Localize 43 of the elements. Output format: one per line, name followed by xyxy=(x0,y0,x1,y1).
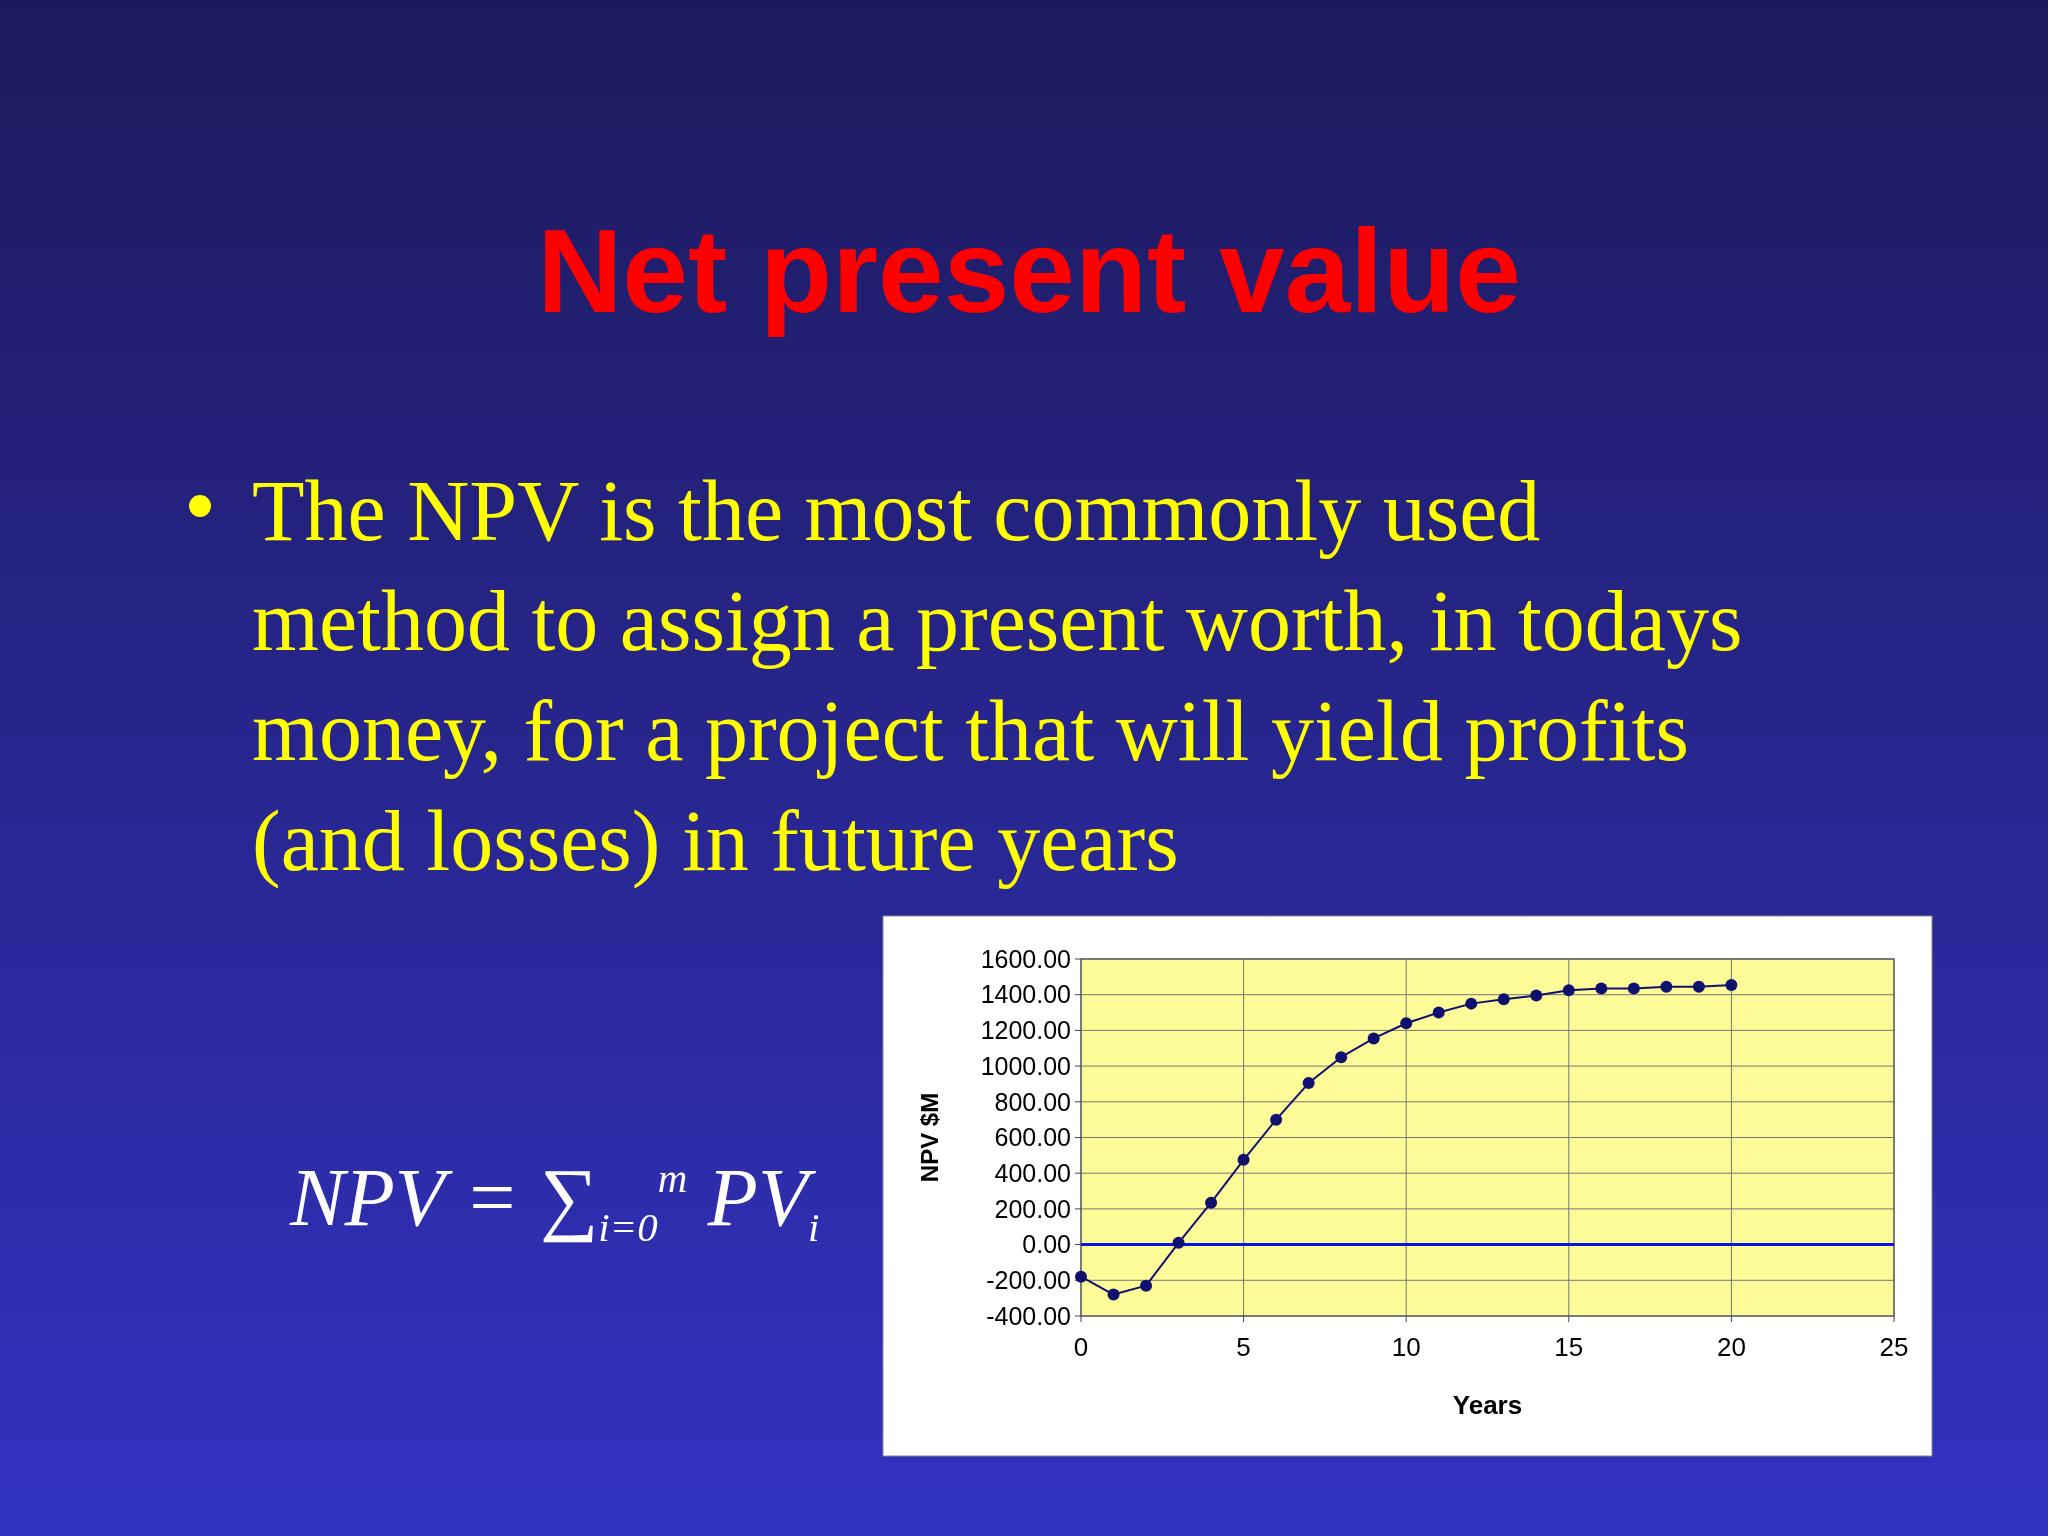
y-tick-label: 1200.00 xyxy=(980,1016,1071,1045)
point xyxy=(1692,980,1705,993)
point xyxy=(1660,980,1673,993)
chart-subtitle: The NPV is the most commonly used method to assign a present worth, in todays money, for a project that will yield profits (and losses) in future years xyxy=(252,463,1743,889)
text: NPV = ∑$_{i=0}$$^{m}$ PV$_{i}$ xyxy=(289,1152,820,1251)
y-tick-label: 600.00 xyxy=(994,1123,1071,1152)
point xyxy=(1237,1153,1250,1166)
point xyxy=(1725,978,1738,991)
point xyxy=(1627,982,1640,995)
point xyxy=(1107,1288,1120,1301)
point xyxy=(1562,984,1575,997)
x-tick-label: 20 xyxy=(1716,1332,1746,1362)
y-tick-label: 1000.00 xyxy=(980,1051,1071,1080)
x-axis-title: Years xyxy=(1452,1390,1523,1420)
y-tick-label: 400.00 xyxy=(994,1158,1071,1187)
x-tick-label: 5 xyxy=(1236,1332,1251,1362)
point xyxy=(1205,1196,1218,1209)
y-tick-label: -400.00 xyxy=(986,1301,1071,1330)
y-tick-label: 200.00 xyxy=(994,1194,1071,1223)
y-tick-label: 800.00 xyxy=(994,1087,1071,1116)
point xyxy=(1400,1017,1413,1030)
chart-title: Net present value xyxy=(537,205,1521,337)
y-tick-label: -200.00 xyxy=(986,1266,1071,1295)
y-axis-title: NPV $M xyxy=(916,1092,943,1183)
point xyxy=(1497,993,1510,1006)
point xyxy=(1432,1006,1445,1019)
point xyxy=(1302,1077,1315,1090)
x-tick-label: 25 xyxy=(1879,1332,1909,1362)
point xyxy=(1270,1113,1283,1126)
point xyxy=(1140,1279,1153,1292)
y-tick-label: 1400.00 xyxy=(980,980,1071,1009)
point xyxy=(1335,1051,1348,1064)
x-tick-label: 15 xyxy=(1554,1332,1584,1362)
y-tick-label: 1600.00 xyxy=(980,944,1071,973)
point xyxy=(1465,997,1478,1010)
point xyxy=(1530,989,1543,1002)
point xyxy=(1595,982,1608,995)
y-tick-label: 0.00 xyxy=(1022,1230,1071,1259)
point xyxy=(1172,1236,1185,1249)
point xyxy=(1075,1270,1087,1283)
point xyxy=(1367,1032,1380,1045)
x-tick-label: 0 xyxy=(1073,1332,1089,1362)
x-tick-label: 10 xyxy=(1391,1332,1421,1362)
